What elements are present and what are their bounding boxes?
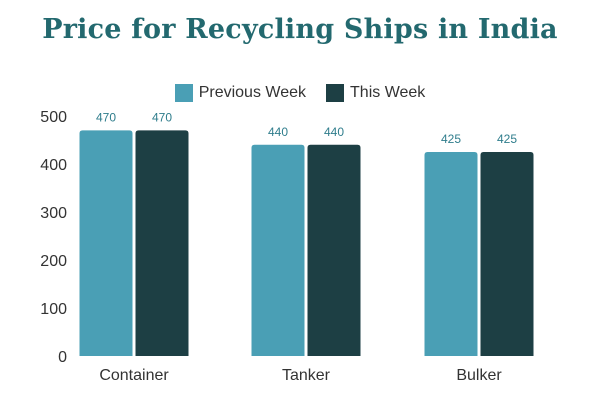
x-category-label: Container <box>99 367 169 384</box>
legend-label-previous-week: Previous Week <box>198 84 307 101</box>
chart-title: Price for Recycling Ships in India <box>42 14 558 45</box>
y-tick-label: 200 <box>40 253 67 270</box>
bar-bulker-this-week <box>480 152 534 356</box>
data-label: 470 <box>152 110 172 124</box>
legend: Previous Week This Week <box>0 84 600 102</box>
x-category-label: Tanker <box>282 367 331 384</box>
y-tick-label: 100 <box>40 301 67 318</box>
bar-tanker-this-week <box>307 144 361 356</box>
legend-item-previous-week: Previous Week <box>174 84 307 102</box>
legend-item-this-week: This Week <box>326 84 425 102</box>
x-category-label: Bulker <box>456 367 502 384</box>
data-label: 425 <box>497 132 517 146</box>
bar-container-this-week <box>135 130 189 356</box>
bar-tanker-previous-week <box>251 144 305 356</box>
data-label: 425 <box>441 132 461 146</box>
legend-swatch-previous-week <box>174 84 193 102</box>
y-tick-label: 400 <box>40 157 67 174</box>
y-tick-label: 300 <box>40 205 67 222</box>
data-label: 470 <box>96 110 116 124</box>
bar-bulker-previous-week <box>424 152 478 356</box>
bar-container-previous-week <box>79 130 133 356</box>
y-tick-label: 0 <box>58 349 67 366</box>
y-tick-label: 500 <box>40 109 67 126</box>
data-label: 440 <box>324 125 344 139</box>
legend-label-this-week: This Week <box>350 84 426 101</box>
legend-swatch-this-week <box>326 84 345 102</box>
data-label: 440 <box>268 125 288 139</box>
